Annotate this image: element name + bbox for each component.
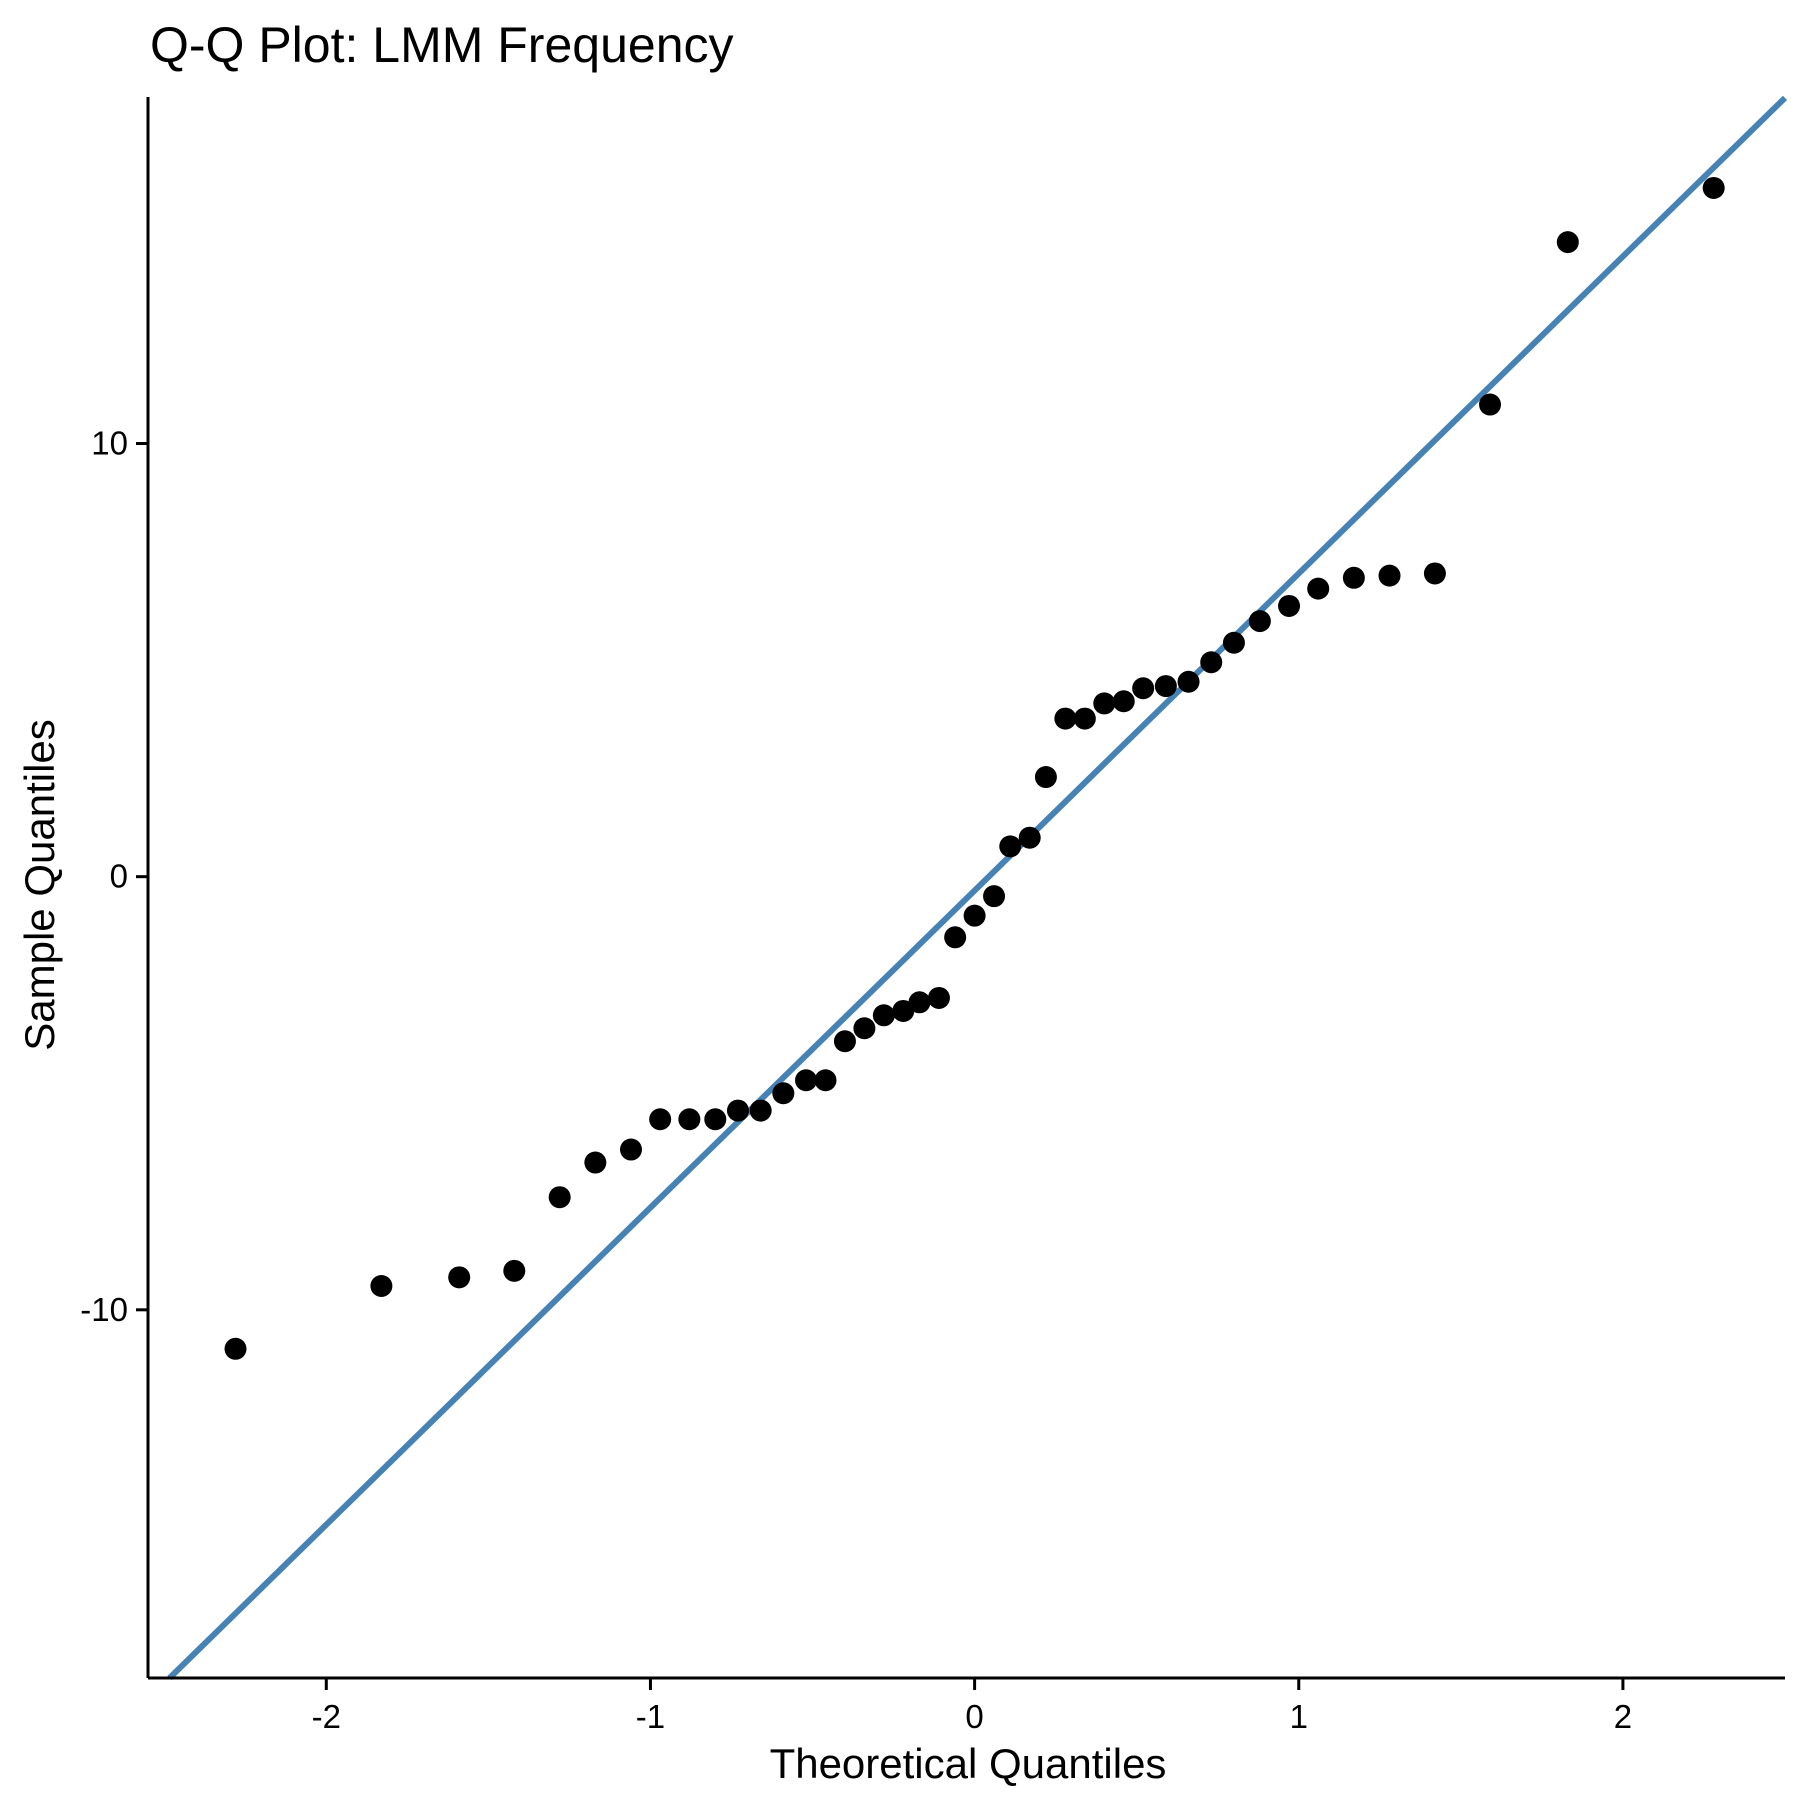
chart-title: Q-Q Plot: LMM Frequency (150, 17, 734, 73)
data-point (1702, 176, 1725, 199)
data-point (983, 885, 1006, 908)
data-point (619, 1138, 642, 1161)
data-point (795, 1069, 818, 1092)
data-point (963, 904, 986, 927)
x-tick-label: -1 (636, 1698, 665, 1735)
data-point (1378, 564, 1401, 587)
data-points-layer (224, 176, 1725, 1360)
data-point (1556, 231, 1579, 254)
data-point (1423, 562, 1446, 585)
data-point (1177, 670, 1200, 693)
data-point (1034, 766, 1057, 789)
data-point (548, 1186, 571, 1209)
data-point (1054, 707, 1077, 730)
data-point (678, 1108, 701, 1131)
data-point (1073, 707, 1096, 730)
data-point (772, 1082, 795, 1105)
reference-line-layer (167, 95, 1788, 1681)
data-point (908, 991, 931, 1014)
data-point (749, 1099, 772, 1122)
data-point (726, 1099, 749, 1122)
data-point (927, 986, 950, 1009)
data-point (370, 1274, 393, 1297)
x-tick-label: -2 (312, 1698, 341, 1735)
data-point (1093, 692, 1116, 715)
y-axis-ticks: -10 0 10 (80, 425, 148, 1328)
data-point (814, 1069, 837, 1092)
y-tick-label: 0 (110, 858, 128, 895)
data-point (503, 1259, 526, 1282)
data-point (1112, 690, 1135, 713)
y-tick-label: -10 (80, 1291, 128, 1328)
x-tick-label: 0 (965, 1698, 983, 1735)
x-tick-label: 2 (1614, 1698, 1632, 1735)
data-point (872, 1004, 895, 1027)
data-point (448, 1266, 471, 1289)
data-point (1132, 677, 1155, 700)
x-tick-label: 1 (1290, 1698, 1308, 1735)
data-point (1222, 631, 1245, 654)
data-point (1248, 610, 1271, 633)
data-point (892, 999, 915, 1022)
reference-line (167, 95, 1788, 1681)
data-point (1154, 675, 1177, 698)
y-tick-label: 10 (91, 425, 128, 462)
data-point (833, 1030, 856, 1053)
x-axis-ticks: -2 -1 0 1 2 (312, 1678, 1632, 1735)
data-point (944, 926, 967, 949)
data-point (1018, 826, 1041, 849)
data-point (584, 1151, 607, 1174)
data-point (649, 1108, 672, 1131)
y-axis-title: Sample Quantiles (16, 719, 63, 1051)
data-point (1278, 594, 1301, 617)
data-point (224, 1337, 247, 1360)
data-point (999, 835, 1022, 858)
data-point (1307, 577, 1330, 600)
data-point (1479, 393, 1502, 416)
data-point (853, 1017, 876, 1040)
x-axis-title: Theoretical Quantiles (770, 1740, 1167, 1787)
data-point (704, 1108, 727, 1131)
data-point (1200, 651, 1223, 674)
data-point (1342, 566, 1365, 589)
